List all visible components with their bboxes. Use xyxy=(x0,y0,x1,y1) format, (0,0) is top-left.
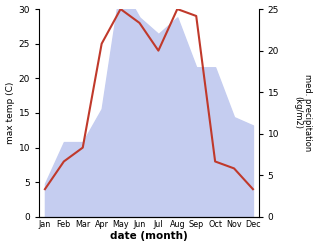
Y-axis label: med. precipitation
(kg/m2): med. precipitation (kg/m2) xyxy=(293,74,313,152)
X-axis label: date (month): date (month) xyxy=(110,231,188,242)
Y-axis label: max temp (C): max temp (C) xyxy=(5,82,15,144)
